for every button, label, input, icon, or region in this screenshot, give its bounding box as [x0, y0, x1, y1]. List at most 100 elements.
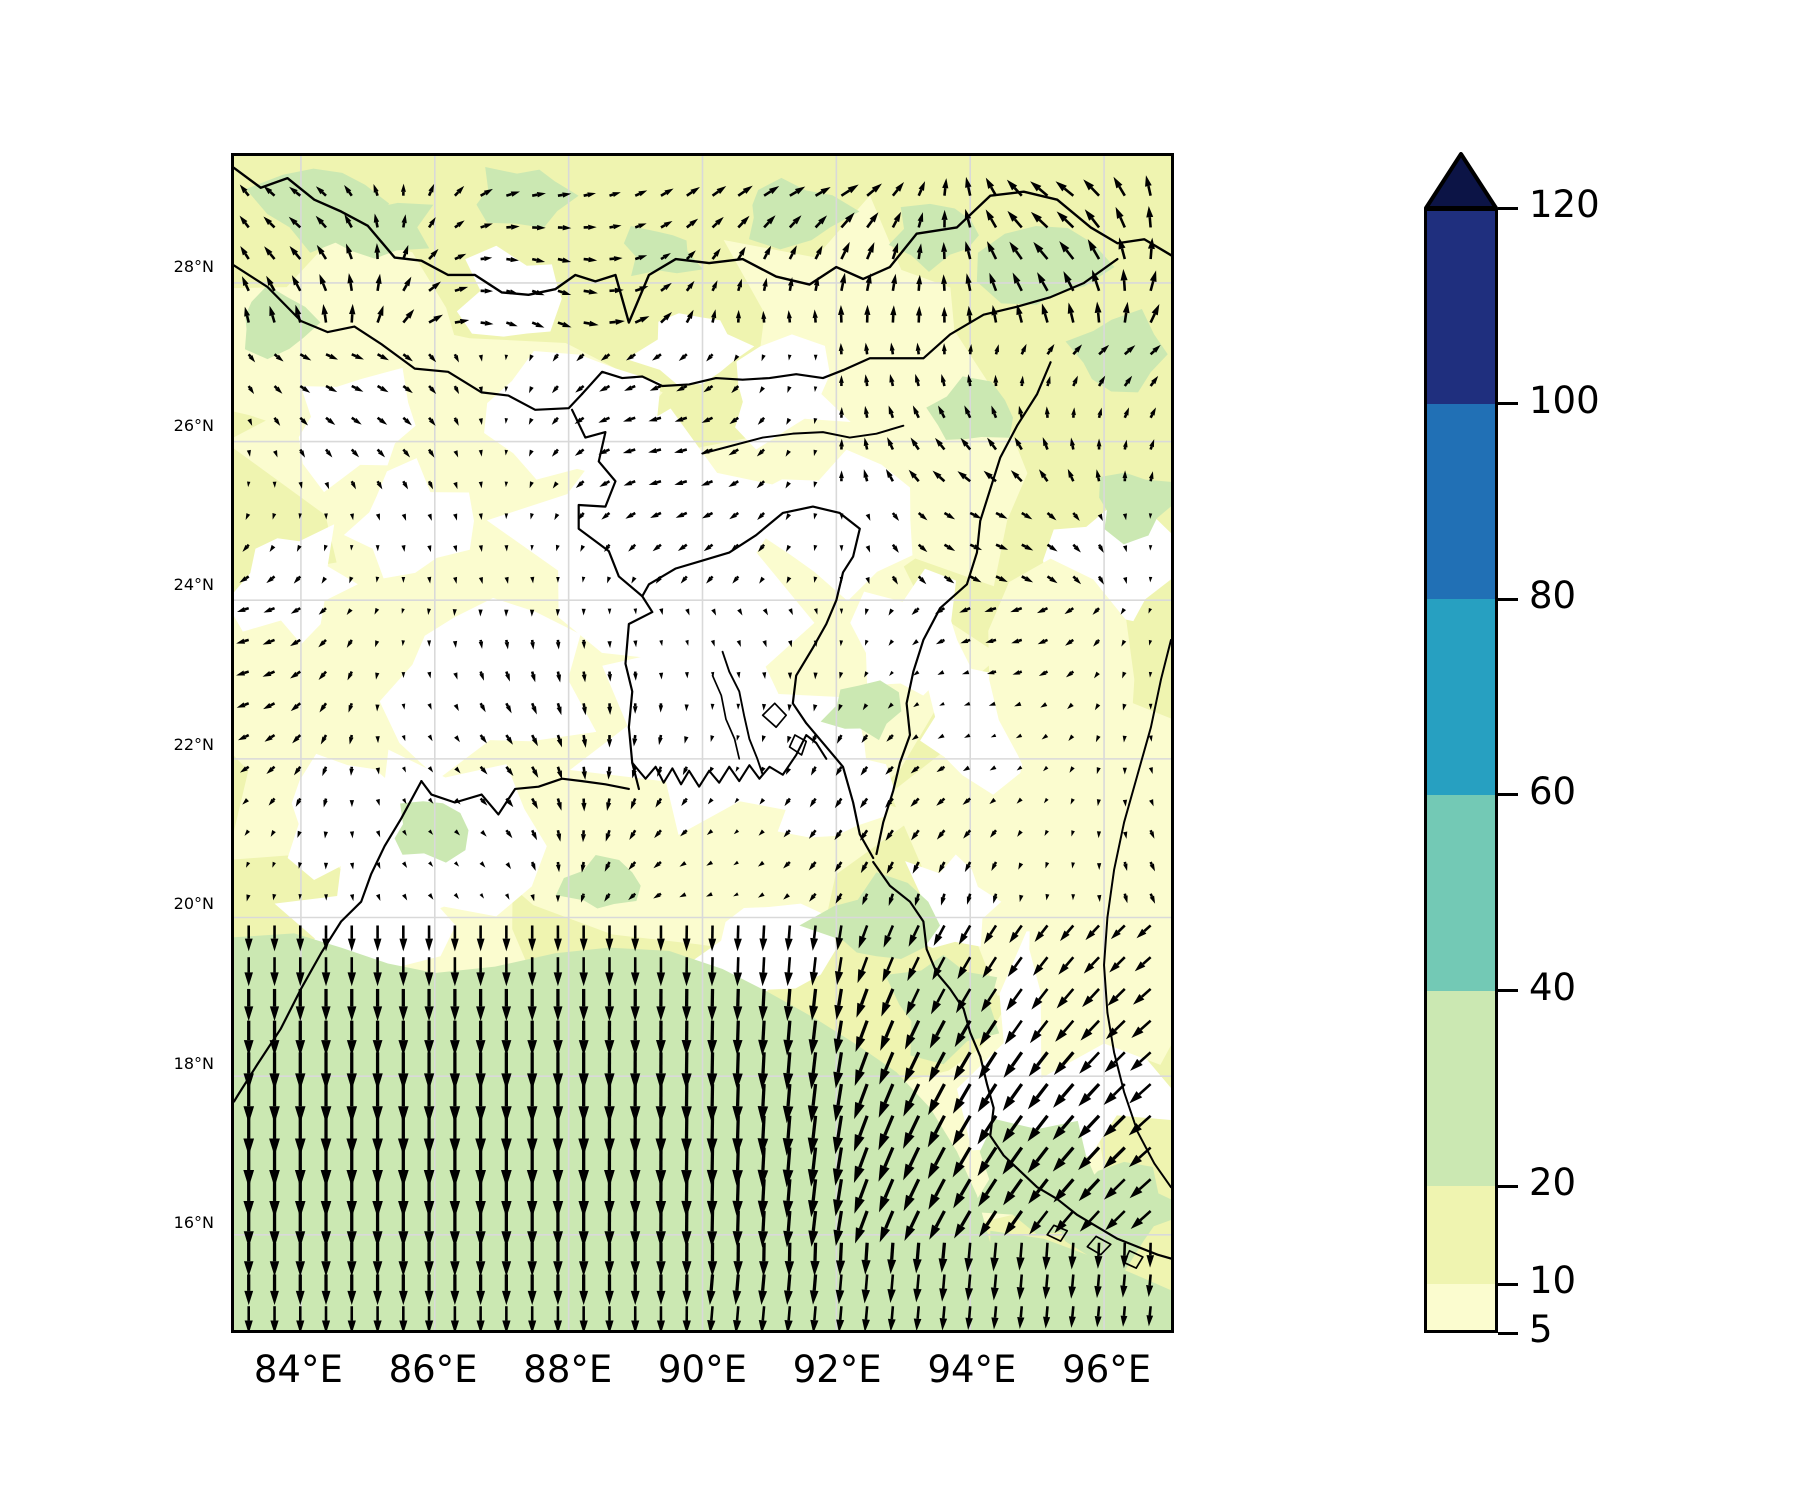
wind-arrow — [478, 609, 483, 617]
wind-arrow — [1006, 988, 1023, 1011]
wind-arrow — [527, 1274, 537, 1306]
wind-arrow — [786, 576, 792, 584]
wind-arrow — [809, 988, 819, 1021]
wind-arrow — [1052, 1146, 1075, 1172]
wind-arrow — [860, 765, 869, 776]
wind-arrow — [969, 511, 982, 519]
wind-arrow — [840, 241, 850, 260]
wind-arrow — [679, 892, 687, 898]
wind-arrow — [347, 671, 353, 681]
colorbar[interactable] — [1424, 208, 1498, 1333]
wind-arrow — [1082, 988, 1101, 1008]
wind-arrow — [349, 766, 354, 776]
wind-arrow — [453, 576, 458, 584]
wind-arrow — [813, 640, 818, 647]
contour-region-20-40 — [799, 872, 941, 959]
wind-arrow — [553, 988, 563, 1022]
wind-arrow — [682, 925, 691, 952]
wind-arrow — [530, 545, 534, 551]
wind-arrow — [808, 1020, 819, 1056]
wind-arrow — [878, 1146, 895, 1182]
wind-arrow — [475, 1020, 486, 1056]
wind-arrow — [1149, 344, 1161, 356]
colorbar-tick-mark — [1498, 402, 1518, 406]
wind-arrow — [530, 512, 534, 520]
wind-arrow — [555, 895, 561, 903]
wind-arrow — [1096, 863, 1102, 871]
wind-arrow — [677, 543, 688, 551]
wind-arrow — [807, 1083, 819, 1123]
wind-arrow — [660, 312, 672, 324]
wind-arrow — [660, 188, 674, 197]
wind-arrow — [835, 1242, 846, 1276]
border-india-bangladesh-east — [641, 505, 875, 860]
wind-arrow — [864, 639, 869, 646]
wind-arrow — [349, 862, 355, 870]
wind-arrow — [502, 1306, 511, 1330]
wind-arrow — [244, 306, 250, 323]
wind-arrow — [917, 511, 928, 521]
wind-arrow — [990, 733, 997, 738]
wind-arrow — [913, 702, 920, 708]
wind-arrow — [941, 306, 948, 323]
wind-arrow — [581, 766, 587, 780]
wind-arrow — [324, 544, 328, 552]
wind-arrow — [1148, 513, 1153, 519]
wind-arrow — [453, 417, 459, 426]
wind-arrow — [402, 798, 407, 805]
wind-arrow — [1148, 545, 1153, 551]
wind-arrow — [757, 860, 765, 867]
wind-arrow — [880, 1020, 895, 1051]
wind-arrow — [964, 208, 972, 228]
wind-arrow — [427, 893, 434, 900]
wind-arrow — [864, 608, 869, 616]
wind-arrow — [1009, 924, 1023, 943]
wind-arrow — [556, 798, 562, 811]
wind-arrow — [736, 735, 740, 741]
wind-arrow — [1123, 545, 1128, 553]
wind-arrow — [604, 892, 611, 902]
y-tick-label: 18°N — [173, 1053, 214, 1073]
wind-arrow — [1002, 1146, 1024, 1175]
wind-arrow — [263, 216, 276, 229]
wind-arrow — [813, 417, 818, 425]
wind-arrow — [788, 215, 802, 229]
wind-arrow — [428, 248, 439, 260]
wind-arrow — [813, 513, 818, 520]
wind-arrow — [1110, 924, 1126, 940]
wind-arrow — [290, 702, 302, 712]
wind-arrow — [986, 669, 997, 675]
wind-arrow — [655, 1020, 666, 1056]
river-meghna — [721, 650, 764, 776]
wind-arrow — [553, 1306, 562, 1330]
wind-arrow — [605, 1306, 614, 1330]
wind-arrow — [270, 830, 276, 837]
wind-arrow — [479, 765, 488, 775]
wind-arrow — [1029, 1210, 1049, 1235]
wind-arrow — [1016, 797, 1023, 804]
wind-arrow — [938, 861, 946, 874]
wind-arrow — [731, 385, 740, 394]
wind-arrow — [236, 702, 250, 708]
wind-arrow — [1122, 735, 1127, 743]
wind-arrow — [1010, 606, 1023, 613]
wind-arrow — [983, 924, 998, 944]
wind-arrow — [598, 448, 611, 455]
wind-arrow — [349, 513, 354, 521]
wind-arrow — [1028, 1051, 1049, 1077]
wind-arrow — [505, 862, 512, 870]
wind-arrow — [454, 286, 469, 293]
wind-arrow — [324, 894, 328, 901]
wind-arrow — [504, 609, 509, 617]
wind-arrow — [1094, 1274, 1102, 1299]
wind-arrow — [424, 957, 434, 987]
wind-arrow — [991, 861, 998, 871]
wind-arrow — [1120, 1242, 1129, 1269]
wind-arrow — [291, 275, 302, 292]
colorbar-segment — [1427, 599, 1495, 795]
wind-arrow — [1072, 575, 1082, 585]
wind-arrow — [269, 988, 280, 1022]
wind-arrow — [630, 1052, 641, 1091]
y-tick-label: 22°N — [173, 734, 214, 754]
